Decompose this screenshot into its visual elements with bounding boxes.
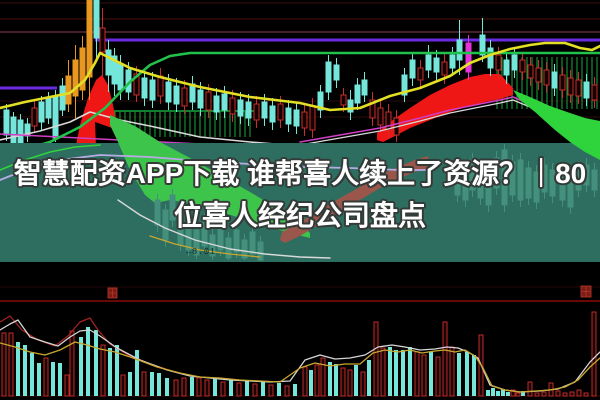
band-yellow-line: [149, 235, 261, 258]
black-wedge: [95, 122, 119, 148]
ma-yellow: [0, 41, 600, 112]
left-flag-marker-icon: [107, 287, 118, 299]
vol-ma-yellow: [0, 341, 600, 393]
headline-line2: 位喜人经纪公司盘点: [173, 200, 426, 231]
band-brown-ribbon: [280, 156, 430, 243]
ma-green: [13, 51, 600, 154]
right-seal-marker-icon: [580, 285, 592, 298]
band-lavender-line: [0, 154, 431, 181]
green-ribbon-right: [513, 90, 600, 160]
band-green-line-left: [0, 144, 101, 171]
volume-pane: [0, 262, 600, 400]
headline-overlay: 智慧配资APP下载 谁帮喜人续上了资源？｜80 位喜人经纪公司盘点: [0, 153, 600, 237]
overlay-band-pane: [0, 90, 600, 262]
time-label: ←8.01: [186, 247, 216, 257]
band-green-ribbon: [110, 115, 310, 238]
red-ribbon-right: [377, 74, 513, 142]
headline-line1: 智慧配资APP下载 谁帮喜人续上了资源？｜80: [13, 158, 587, 189]
band-white-line: [117, 199, 331, 259]
